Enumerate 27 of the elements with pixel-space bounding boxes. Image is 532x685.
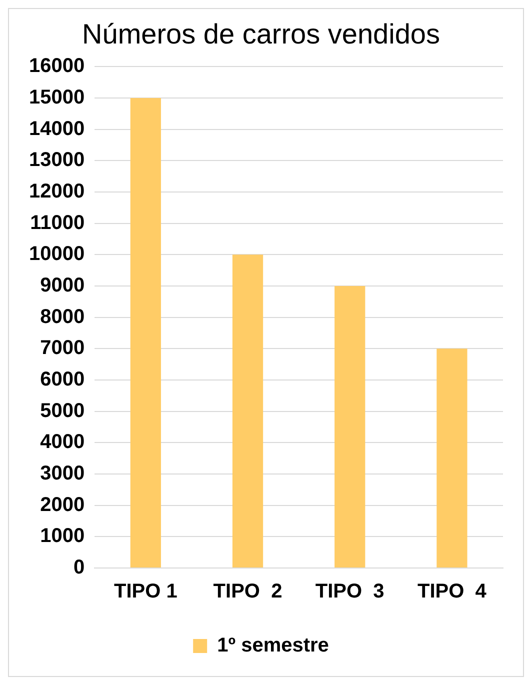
bar [130, 98, 161, 568]
y-tick-label: 5000 [40, 400, 85, 422]
y-tick-label: 13000 [28, 149, 85, 172]
y-tick-label: 8000 [40, 306, 85, 328]
y-tick-label: 3000 [40, 462, 85, 485]
y-tick-label: 9000 [40, 274, 85, 296]
y-tick-label: 16000 [28, 55, 85, 78]
x-tick-label: TIPO 3 [315, 580, 384, 603]
bar [232, 254, 264, 568]
bar [436, 348, 468, 568]
y-tick-label: 10000 [28, 243, 85, 266]
y-tick-label: 6000 [40, 368, 85, 390]
y-tick-label: 11000 [30, 212, 85, 234]
x-tick-label: TIPO 4 [418, 580, 488, 603]
y-tick-label: 7000 [40, 337, 85, 360]
y-tick-label: 4000 [40, 431, 85, 454]
y-tick-label: 15000 [28, 86, 85, 108]
legend-label: 1º semestre [217, 634, 329, 657]
bar [334, 286, 366, 568]
y-tick-label: 12000 [28, 180, 85, 202]
x-tick-label: TIPO 1 [114, 580, 178, 603]
y-tick-label: 2000 [40, 494, 85, 516]
y-tick-label: 14000 [28, 118, 85, 140]
x-tick-label: TIPO 2 [213, 580, 282, 603]
y-tick-label: 0 [73, 556, 85, 579]
y-tick-label: 1000 [40, 525, 85, 548]
chart-title: Números de carros vendidos [82, 18, 440, 50]
